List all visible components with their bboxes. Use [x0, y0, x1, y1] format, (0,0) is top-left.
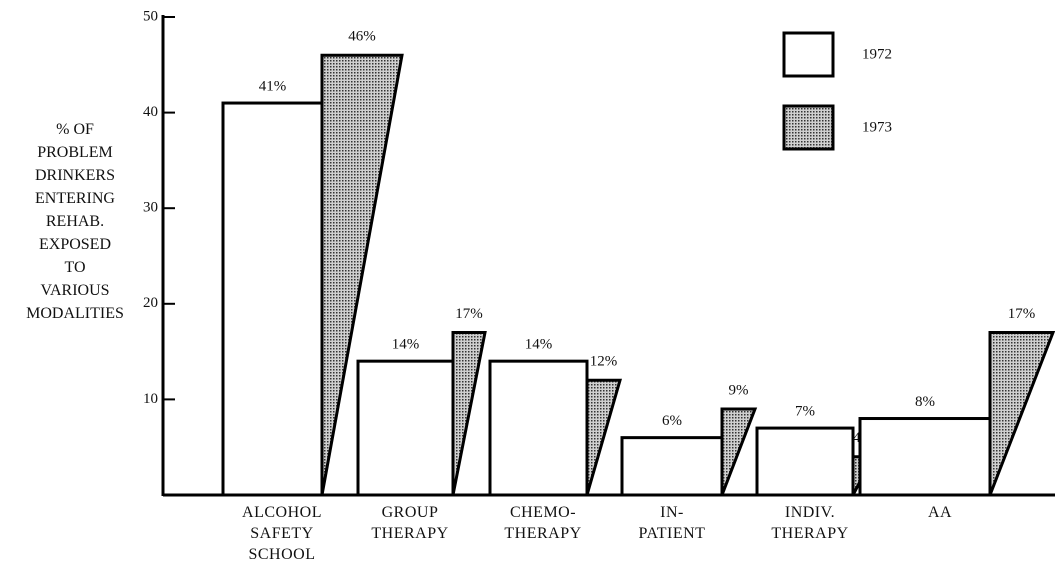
legend-swatch — [782, 104, 835, 151]
bar — [755, 426, 855, 497]
x-tick-label: AA — [927, 504, 953, 521]
y-tick-label: 50 — [143, 8, 158, 24]
x-tick-label: ALCOHOL SAFETY SCHOOL — [242, 504, 322, 563]
value-label: 14% — [392, 337, 420, 353]
y-tick-label: 10 — [143, 391, 158, 407]
x-tick-label: INDIV. THERAPY — [771, 504, 849, 542]
value-label: 17% — [1008, 306, 1036, 322]
y-tick-label: 20 — [143, 295, 158, 311]
x-tick-label: GROUP THERAPY — [371, 504, 449, 542]
value-label: 17% — [455, 306, 483, 322]
x-tick-label: IN- PATIENT — [638, 504, 706, 542]
value-label: 14% — [525, 337, 553, 353]
bar — [221, 101, 324, 497]
value-label: 41% — [259, 78, 287, 94]
legend-label: 1972 — [862, 46, 892, 62]
value-label: 7% — [795, 404, 815, 420]
x-tick-label: CHEMO- THERAPY — [504, 504, 582, 542]
bar — [620, 436, 724, 497]
y-tick-label: 30 — [143, 200, 158, 216]
value-label: 12% — [590, 354, 618, 370]
wedge-bar — [988, 330, 1055, 496]
value-label: 46% — [348, 29, 376, 45]
value-label: 8% — [915, 394, 935, 410]
value-label: 6% — [662, 413, 682, 429]
value-label: 9% — [729, 382, 749, 398]
wedge-bar — [585, 378, 622, 496]
wedge-bar — [320, 53, 404, 496]
y-axis-label: % OF PROBLEM DRINKERS ENTERING REHAB. EX… — [26, 121, 124, 322]
bar — [488, 359, 589, 497]
bar — [356, 359, 455, 497]
legend-swatch — [782, 31, 835, 78]
wedge-bar — [451, 330, 487, 496]
bar — [858, 417, 992, 497]
y-tick-label: 40 — [143, 104, 158, 120]
wedge-bar — [720, 407, 758, 496]
legend-label: 1973 — [862, 119, 892, 135]
